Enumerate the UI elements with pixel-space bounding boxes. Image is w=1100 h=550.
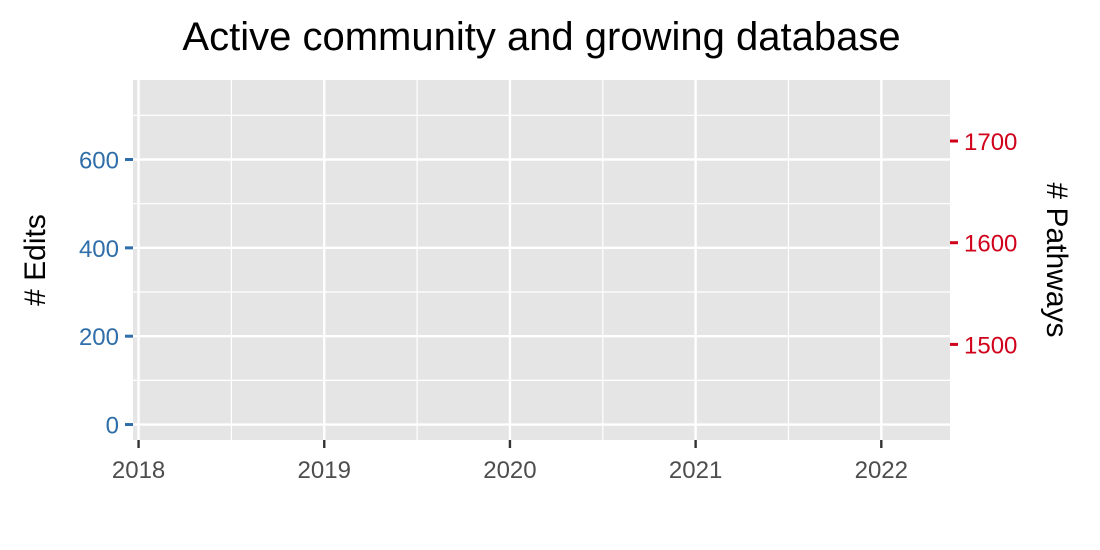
left-y-tick-label: 0 <box>106 413 119 440</box>
right-y-tick-label: 1700 <box>964 129 1017 156</box>
right-y-axis-title: # Pathways <box>1040 182 1073 337</box>
chart-title: Active community and growing database <box>182 15 900 59</box>
left-y-tick-label: 400 <box>79 236 119 263</box>
right-y-tick-label: 1600 <box>964 231 1017 258</box>
left-y-tick-label: 600 <box>79 148 119 175</box>
x-tick-label: 2021 <box>669 457 722 484</box>
x-tick-label: 2019 <box>298 457 351 484</box>
x-tick-label: 2022 <box>855 457 908 484</box>
left-y-axis: 0 200 400 600 <box>79 148 133 440</box>
left-y-axis-title: # Edits <box>19 214 52 306</box>
plot-panel <box>133 80 950 440</box>
panel-background <box>133 80 950 440</box>
x-tick-label: 2018 <box>112 457 165 484</box>
right-y-tick-label: 1500 <box>964 332 1017 359</box>
left-y-tick-label: 200 <box>79 324 119 351</box>
right-y-axis: 1500 1600 1700 <box>950 129 1017 359</box>
x-tick-label: 2020 <box>483 457 536 484</box>
x-axis: 2018 2019 2020 2021 2022 <box>112 440 908 484</box>
